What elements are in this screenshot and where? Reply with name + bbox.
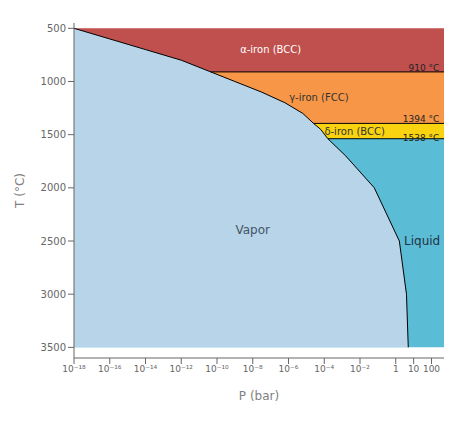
svg-text:α-iron (BCC): α-iron (BCC)	[240, 44, 301, 55]
svg-text:γ-iron (FCC): γ-iron (FCC)	[289, 92, 348, 103]
svg-text:3000: 3000	[41, 289, 66, 300]
svg-text:10⁻⁸: 10⁻⁸	[243, 364, 263, 374]
svg-text:δ-iron (BCC): δ-iron (BCC)	[324, 126, 385, 137]
svg-text:3500: 3500	[41, 342, 66, 353]
svg-text:T (°C): T (°C)	[13, 173, 27, 209]
svg-text:10⁻⁴: 10⁻⁴	[314, 364, 334, 374]
svg-text:2000: 2000	[41, 182, 66, 193]
svg-text:10⁻¹⁸: 10⁻¹⁸	[62, 364, 86, 374]
svg-text:1394 °C: 1394 °C	[403, 114, 440, 124]
svg-text:P (bar): P (bar)	[239, 389, 279, 403]
svg-text:Vapor: Vapor	[235, 223, 270, 237]
svg-text:10⁻¹²: 10⁻¹²	[170, 364, 194, 374]
svg-text:2500: 2500	[41, 236, 66, 247]
svg-text:500: 500	[47, 23, 66, 34]
svg-text:1: 1	[393, 364, 399, 374]
svg-text:1000: 1000	[41, 76, 66, 87]
svg-text:10⁻¹⁴: 10⁻¹⁴	[134, 364, 158, 374]
svg-text:10⁻¹⁰: 10⁻¹⁰	[205, 364, 229, 374]
svg-text:910 °C: 910 °C	[409, 63, 440, 73]
svg-text:1538 °C: 1538 °C	[403, 133, 440, 143]
svg-text:10: 10	[408, 364, 420, 374]
svg-text:Liquid: Liquid	[404, 234, 440, 248]
svg-text:10⁻¹⁶: 10⁻¹⁶	[98, 364, 122, 374]
svg-text:100: 100	[423, 364, 440, 374]
svg-text:1500: 1500	[41, 129, 66, 140]
svg-text:10⁻⁶: 10⁻⁶	[279, 364, 299, 374]
svg-text:10⁻²: 10⁻²	[350, 364, 370, 374]
